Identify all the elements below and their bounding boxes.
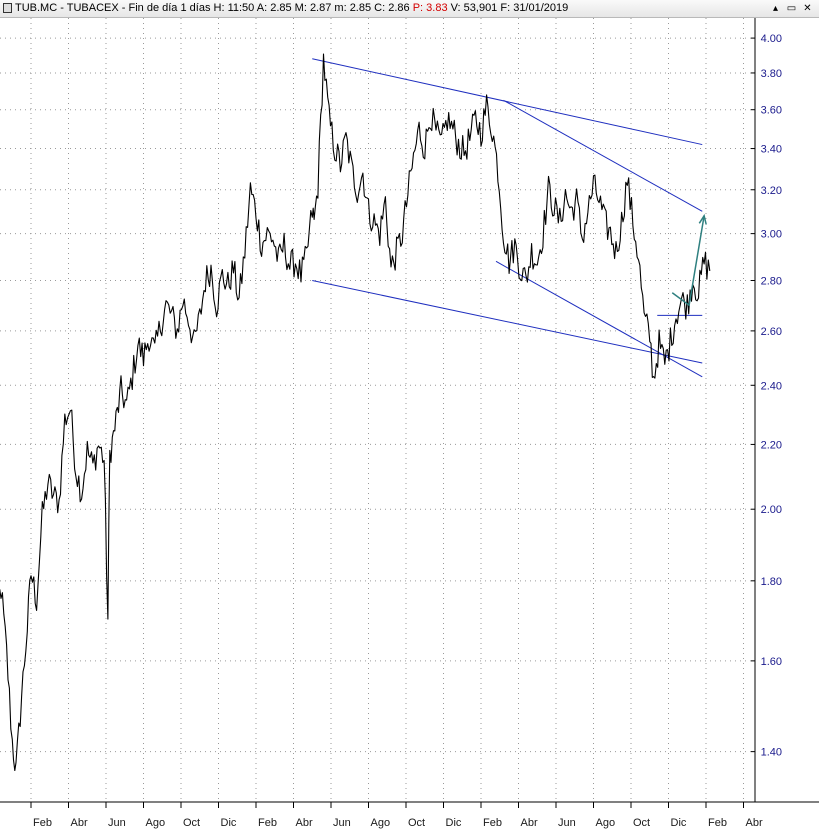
x-tick-label: Jun bbox=[108, 817, 126, 829]
scroll-up-button[interactable]: ▴ bbox=[772, 3, 779, 14]
arrow-path bbox=[671, 215, 705, 307]
grid bbox=[0, 18, 755, 802]
maximize-button[interactable]: ▭ bbox=[786, 3, 797, 14]
y-tick-label: 4.00 bbox=[761, 33, 782, 45]
x-tick-label: Feb bbox=[483, 817, 502, 829]
chart-header-info: TUB.MC - TUBACEX - Fin de día 1 días H: … bbox=[15, 2, 569, 14]
y-tick-label: 1.60 bbox=[761, 656, 782, 668]
trendline bbox=[503, 99, 703, 212]
x-tick-label: Dic bbox=[221, 817, 237, 829]
y-tick-label: 2.60 bbox=[761, 326, 782, 338]
chart-window-icon bbox=[3, 3, 12, 13]
x-tick-label: Dic bbox=[671, 817, 687, 829]
x-tick-label: Abr bbox=[521, 817, 538, 829]
x-tick-label: Feb bbox=[258, 817, 277, 829]
header-field-4: C: 2.86 bbox=[371, 2, 410, 14]
x-tick-label: Dic bbox=[446, 817, 462, 829]
trendline bbox=[495, 260, 703, 378]
y-axis: 1.40 1.60 1.80 2.00 2.20 2.40 2.60 2.80 3.00 3.20… bbox=[751, 18, 782, 802]
x-tick-label: Oct bbox=[633, 817, 650, 829]
symbol: TUB.MC bbox=[15, 2, 58, 14]
x-tick-label: Abr bbox=[296, 817, 313, 829]
header-field-1: A: 2.85 bbox=[254, 2, 292, 14]
price-series bbox=[0, 53, 711, 772]
y-tick-label: 3.20 bbox=[761, 185, 782, 197]
trendline bbox=[312, 58, 703, 146]
x-tick-label: Jun bbox=[558, 817, 576, 829]
company-name: TUBACEX bbox=[66, 2, 119, 14]
header-field-7: F: 31/01/2019 bbox=[497, 2, 569, 14]
header-field-0: H: 11:50 bbox=[213, 2, 255, 14]
price-chart[interactable]: 1.40 1.60 1.80 2.00 2.20 2.40 2.60 2.80 3.00 3.20… bbox=[0, 18, 819, 830]
x-tick-label: Abr bbox=[71, 817, 88, 829]
y-tick-label: 2.80 bbox=[761, 276, 782, 288]
header-field-5: P: 3.83 bbox=[409, 2, 448, 14]
period: Fin de día 1 días bbox=[128, 2, 211, 14]
y-tick-label: 2.00 bbox=[761, 504, 782, 516]
trendlines bbox=[312, 58, 703, 378]
x-tick-label: Oct bbox=[408, 817, 425, 829]
x-tick-label: Feb bbox=[33, 817, 52, 829]
header-field-6: V: 53,901 bbox=[447, 2, 498, 14]
arrow-head bbox=[698, 213, 707, 225]
header-field-3: m: 2.85 bbox=[331, 2, 372, 14]
x-tick-label: Jun bbox=[333, 817, 351, 829]
y-tick-label: 3.80 bbox=[761, 68, 782, 80]
y-tick-label: 2.40 bbox=[761, 380, 782, 392]
close-button[interactable]: ✕ bbox=[803, 3, 812, 14]
x-tick-label: Ago bbox=[146, 817, 166, 829]
window-titlebar: TUB.MC - TUBACEX - Fin de día 1 días H: … bbox=[0, 0, 819, 18]
y-tick-label: 3.00 bbox=[761, 229, 782, 241]
y-tick-label: 2.20 bbox=[761, 439, 782, 451]
x-tick-label: Abr bbox=[746, 817, 763, 829]
y-tick-label: 3.60 bbox=[761, 105, 782, 117]
x-tick-label: Ago bbox=[371, 817, 391, 829]
y-tick-label: 1.80 bbox=[761, 576, 782, 588]
y-tick-label: 1.40 bbox=[761, 747, 782, 759]
trendline bbox=[312, 280, 703, 364]
x-tick-label: Oct bbox=[183, 817, 200, 829]
projection-arrow bbox=[671, 213, 707, 307]
x-axis: Feb Abr Jun Ago Oct Dic Feb Abr Jun Ago Oct Dic Feb A… bbox=[0, 801, 819, 829]
x-tick-label: Feb bbox=[708, 817, 727, 829]
x-tick-label: Ago bbox=[596, 817, 616, 829]
price-line bbox=[0, 53, 711, 772]
y-tick-label: 3.40 bbox=[761, 144, 782, 156]
header-fields: H: 11:50 A: 2.85 M: 2.87 m: 2.85 C: 2.86… bbox=[214, 2, 569, 14]
header-field-2: M: 2.87 bbox=[291, 2, 332, 14]
